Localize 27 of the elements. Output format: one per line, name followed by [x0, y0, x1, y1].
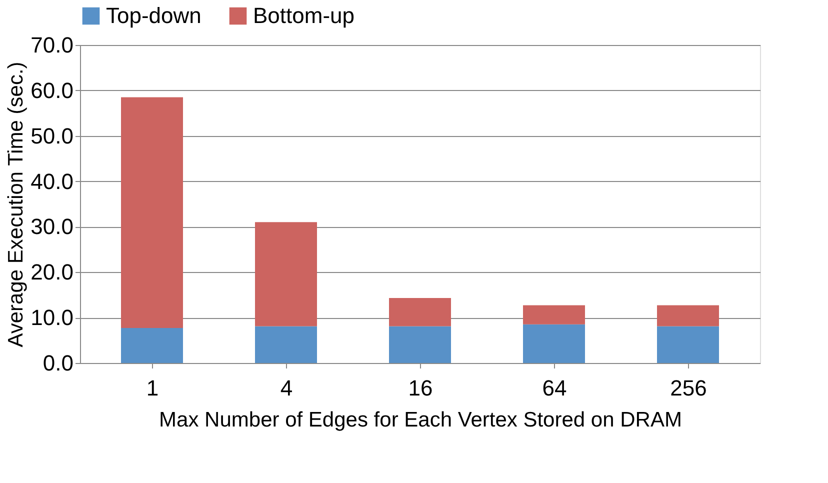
y-axis-title: Average Execution Time (sec.) — [4, 62, 28, 348]
x-axis-title: Max Number of Edges for Each Vertex Stored on DRAM — [159, 408, 682, 432]
bar — [657, 326, 719, 363]
x-tick-label: 4 — [280, 376, 293, 400]
x-tick-label: 1 — [146, 376, 159, 400]
bar — [121, 328, 183, 363]
y-tick-label: 10.0 — [30, 305, 74, 330]
bar — [389, 298, 451, 326]
bar — [389, 326, 451, 363]
bar — [255, 222, 317, 326]
y-tick-label: 30.0 — [30, 214, 74, 240]
y-tick-label: 0.0 — [42, 350, 74, 376]
legend-label: Top-down — [106, 3, 202, 28]
y-tick-label: 50.0 — [30, 123, 74, 148]
y-tick-label: 20.0 — [30, 260, 74, 285]
bar — [523, 324, 585, 363]
bar — [657, 305, 719, 326]
y-tick-label: 70.0 — [30, 32, 74, 58]
y-tick-label: 60.0 — [30, 78, 74, 103]
legend-label: Bottom-up — [253, 3, 354, 28]
bar — [121, 97, 183, 328]
x-tick-label: 64 — [542, 376, 567, 400]
x-tick-label: 256 — [670, 376, 707, 400]
x-tick-label: 16 — [408, 376, 433, 400]
bar — [523, 305, 585, 324]
bar — [255, 326, 317, 363]
y-tick-label: 40.0 — [30, 168, 74, 194]
